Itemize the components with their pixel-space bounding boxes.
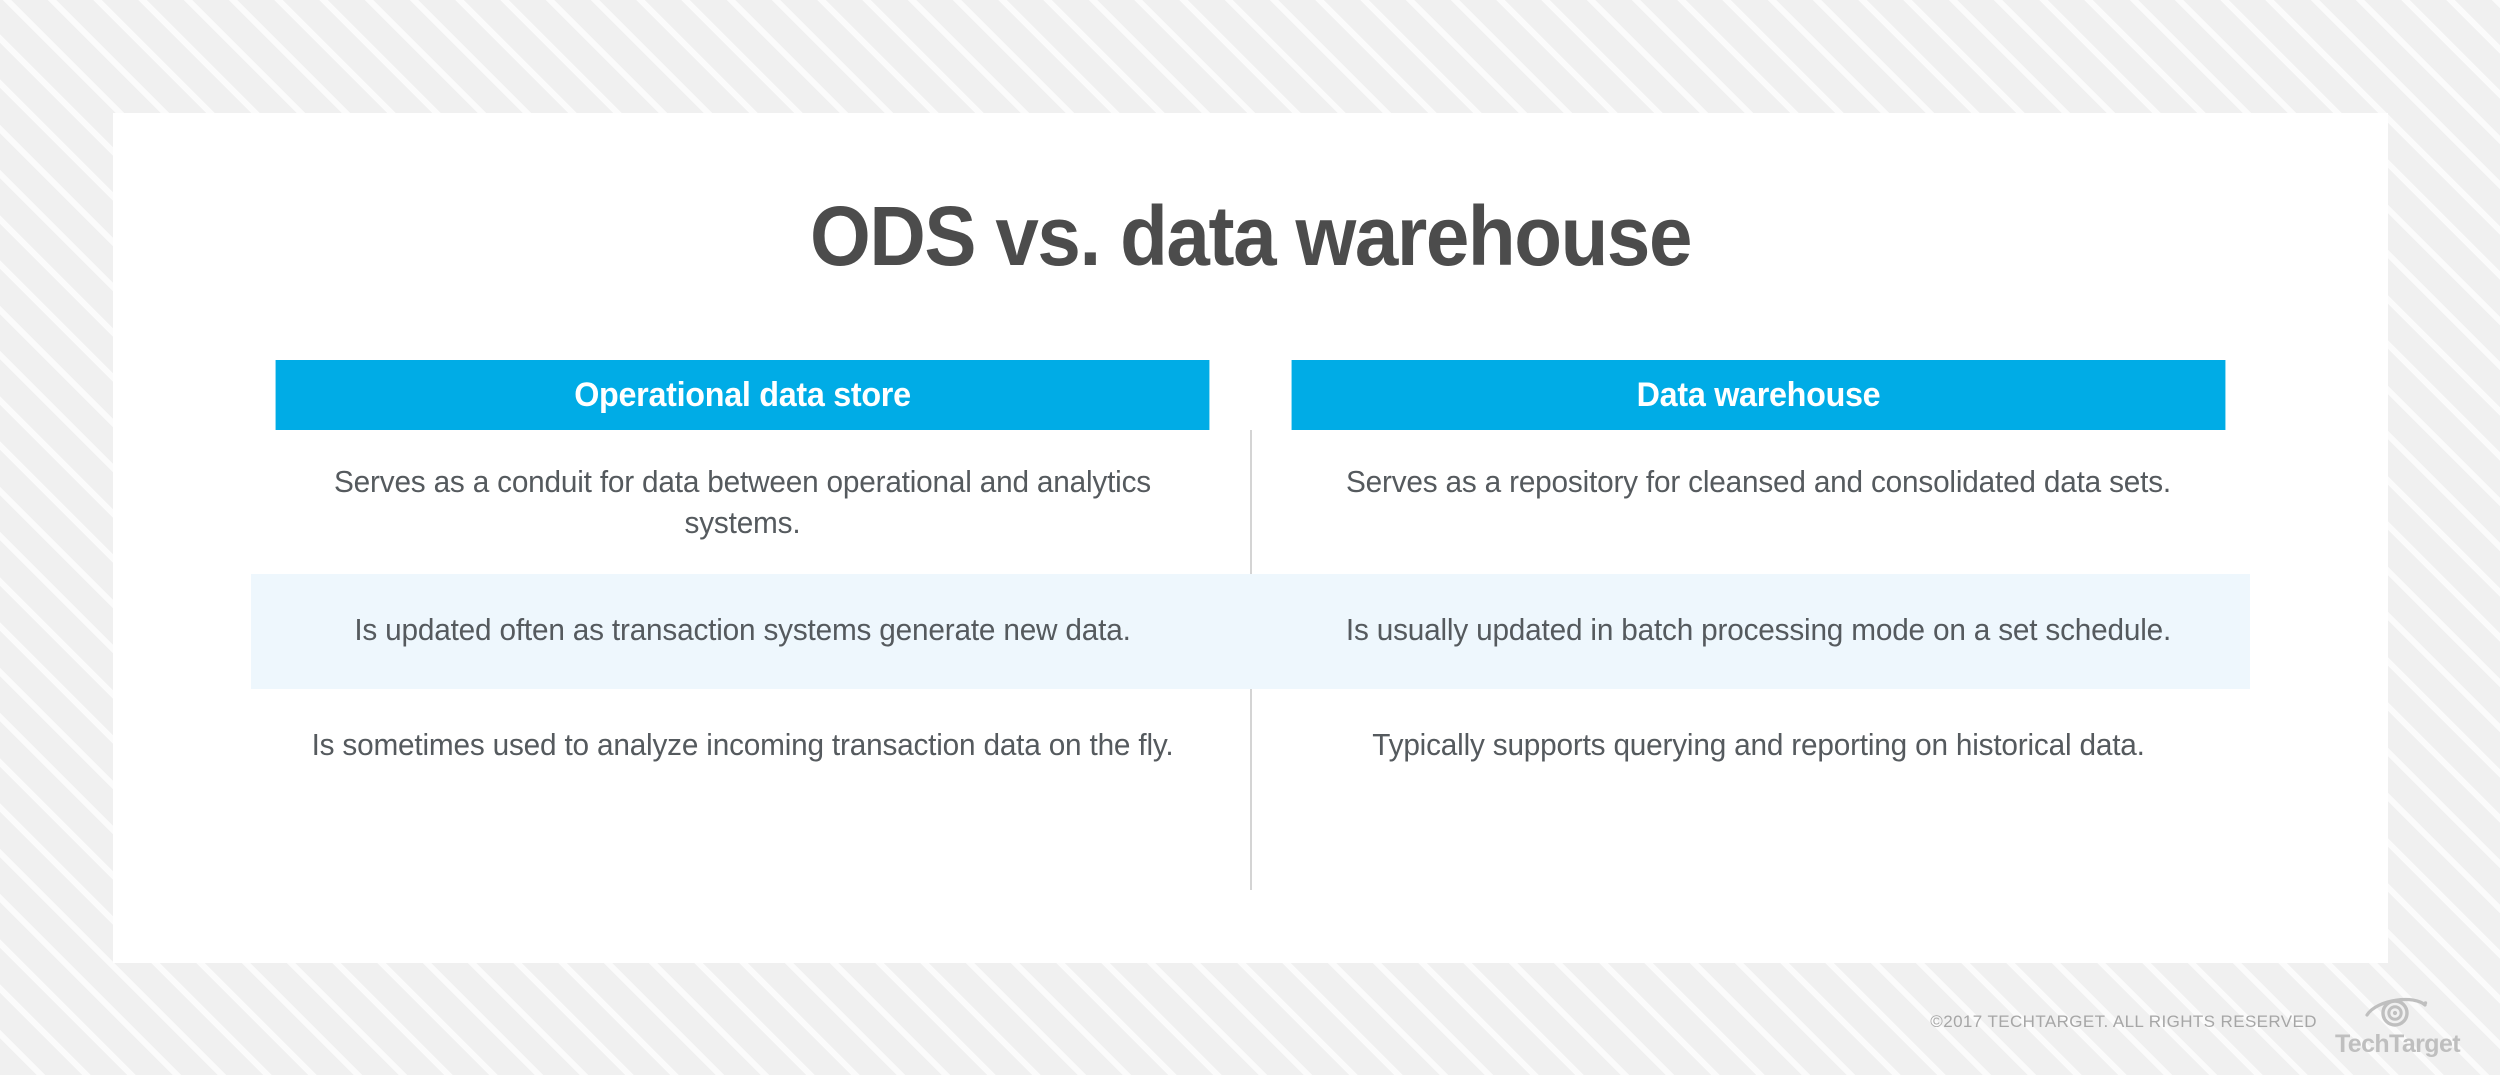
table-body: Serves as a conduit for data between ope… bbox=[251, 430, 2250, 890]
cell-dw-3: Typically supports querying and reportin… bbox=[1372, 726, 2145, 762]
comparison-table: Operational data store Data warehouse Se… bbox=[251, 360, 2250, 890]
table-row: Serves as a conduit for data between ope… bbox=[251, 430, 2250, 574]
cell-ods-1: Serves as a conduit for data between ope… bbox=[334, 464, 1151, 540]
techtarget-logo: TechTarget bbox=[2334, 993, 2461, 1058]
copyright-notice: ©2017 TECHTARGET. ALL RIGHTS RESERVED bbox=[1930, 1012, 2317, 1031]
table-row: Is sometimes used to analyze incoming tr… bbox=[251, 689, 2250, 796]
cell-ods-2: Is updated often as transaction systems … bbox=[354, 611, 1131, 647]
cell-dw-1: Serves as a repository for cleansed and … bbox=[1346, 464, 2171, 499]
column-header-operational-data-store: Operational data store bbox=[275, 360, 1210, 430]
content-card: ODS vs. data warehouse Operational data … bbox=[113, 113, 2388, 963]
table-row: Is updated often as transaction systems … bbox=[251, 573, 2250, 689]
cell-ods-3: Is sometimes used to analyze incoming tr… bbox=[311, 726, 1174, 762]
techtarget-wordmark: TechTarget bbox=[2334, 1030, 2461, 1058]
cell-dw-2: Is usually updated in batch processing m… bbox=[1345, 611, 2172, 647]
footer: ©2017 TECHTARGET. ALL RIGHTS RESERVED Te… bbox=[1930, 993, 2461, 1058]
column-header-data-warehouse: Data warehouse bbox=[1291, 360, 2226, 430]
table-header-row: Operational data store Data warehouse bbox=[251, 360, 2250, 430]
page-title: ODS vs. data warehouse bbox=[809, 189, 1692, 283]
eye-target-icon bbox=[2365, 993, 2429, 1031]
